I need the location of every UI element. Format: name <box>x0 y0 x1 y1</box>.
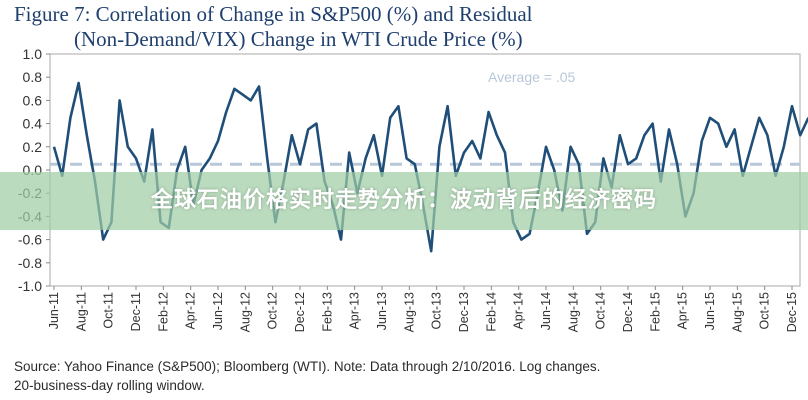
x-tick-label: Jun-14 <box>539 292 553 330</box>
x-tick-label: Oct-11 <box>102 292 116 329</box>
overlay-banner: 全球石油价格实时走势分析：波动背后的经济密码 <box>0 172 808 230</box>
chart-title-line-1: Figure 7: Correlation of Change in S&P50… <box>14 2 533 26</box>
x-tick-label: Apr-14 <box>512 292 526 330</box>
x-tick-label: Dec-12 <box>293 292 307 332</box>
x-tick-label: Aug-15 <box>730 292 744 332</box>
x-tick-label: Aug-14 <box>566 292 580 332</box>
y-tick-label: 0.8 <box>23 69 43 85</box>
x-tick-label: Dec-13 <box>457 292 471 332</box>
x-tick-label: Apr-15 <box>676 292 690 330</box>
chart-title-line-2: (Non-Demand/VIX) Change in WTI Crude Pri… <box>74 27 523 51</box>
x-tick-label: Oct-15 <box>758 292 772 330</box>
y-tick-label: 1.0 <box>23 46 43 62</box>
y-axis: 1.00.80.60.40.20.0-0.2-0.4-0.6-0.8-1.0 <box>18 46 50 294</box>
y-tick-label: -0.6 <box>18 232 42 248</box>
x-tick-label: Jun-11 <box>47 292 61 329</box>
x-axis: Jun-11 Aug-11 Oct-11 Dec-11 Feb-12 Apr-12 Jun-… <box>47 286 799 332</box>
x-tick-label: Aug-11 <box>74 292 88 331</box>
x-tick-label: Feb-12 <box>156 292 170 332</box>
x-tick-label: Oct-14 <box>594 292 608 330</box>
average-label: Average = .05 <box>488 69 576 85</box>
y-tick-label: 0.2 <box>23 139 43 155</box>
x-tick-label: Feb-13 <box>320 292 334 332</box>
x-tick-label: Apr-12 <box>184 292 198 330</box>
source-note-line-1: Source: Yahoo Finance (S&P500); Bloomber… <box>14 359 601 374</box>
chart-title: Figure 7: Correlation of Change in S&P50… <box>14 2 794 52</box>
x-tick-label: Jun-13 <box>375 292 389 330</box>
overlay-banner-text: 全球石油价格实时走势分析：波动背后的经济密码 <box>150 188 657 213</box>
plot-frame <box>49 53 801 287</box>
x-tick-label: Oct-13 <box>430 292 444 330</box>
x-tick-label: Dec-15 <box>785 292 799 332</box>
plot-area <box>49 53 801 287</box>
x-tick-label: Jun-12 <box>211 292 225 330</box>
x-tick-label: Feb-15 <box>648 292 662 332</box>
source-note: Source: Yahoo Finance (S&P500); Bloomber… <box>14 357 804 395</box>
x-tick-label: Aug-12 <box>238 292 252 332</box>
x-tick-label: Aug-13 <box>402 292 416 332</box>
x-tick-label: Jun-15 <box>703 292 717 330</box>
y-tick-label: -1.0 <box>18 278 42 294</box>
x-tick-label: Feb-14 <box>484 292 498 332</box>
y-tick-label: 0.4 <box>23 116 43 132</box>
x-tick-label: Apr-13 <box>348 292 362 330</box>
x-tick-label: Dec-14 <box>621 292 635 332</box>
x-tick-label: Dec-11 <box>129 292 143 331</box>
x-tick-label: Oct-12 <box>266 292 280 330</box>
y-tick-label: -0.8 <box>18 255 42 271</box>
y-tick-label: 0.6 <box>23 92 43 108</box>
source-note-line-2: 20-business-day rolling window. <box>14 378 205 393</box>
